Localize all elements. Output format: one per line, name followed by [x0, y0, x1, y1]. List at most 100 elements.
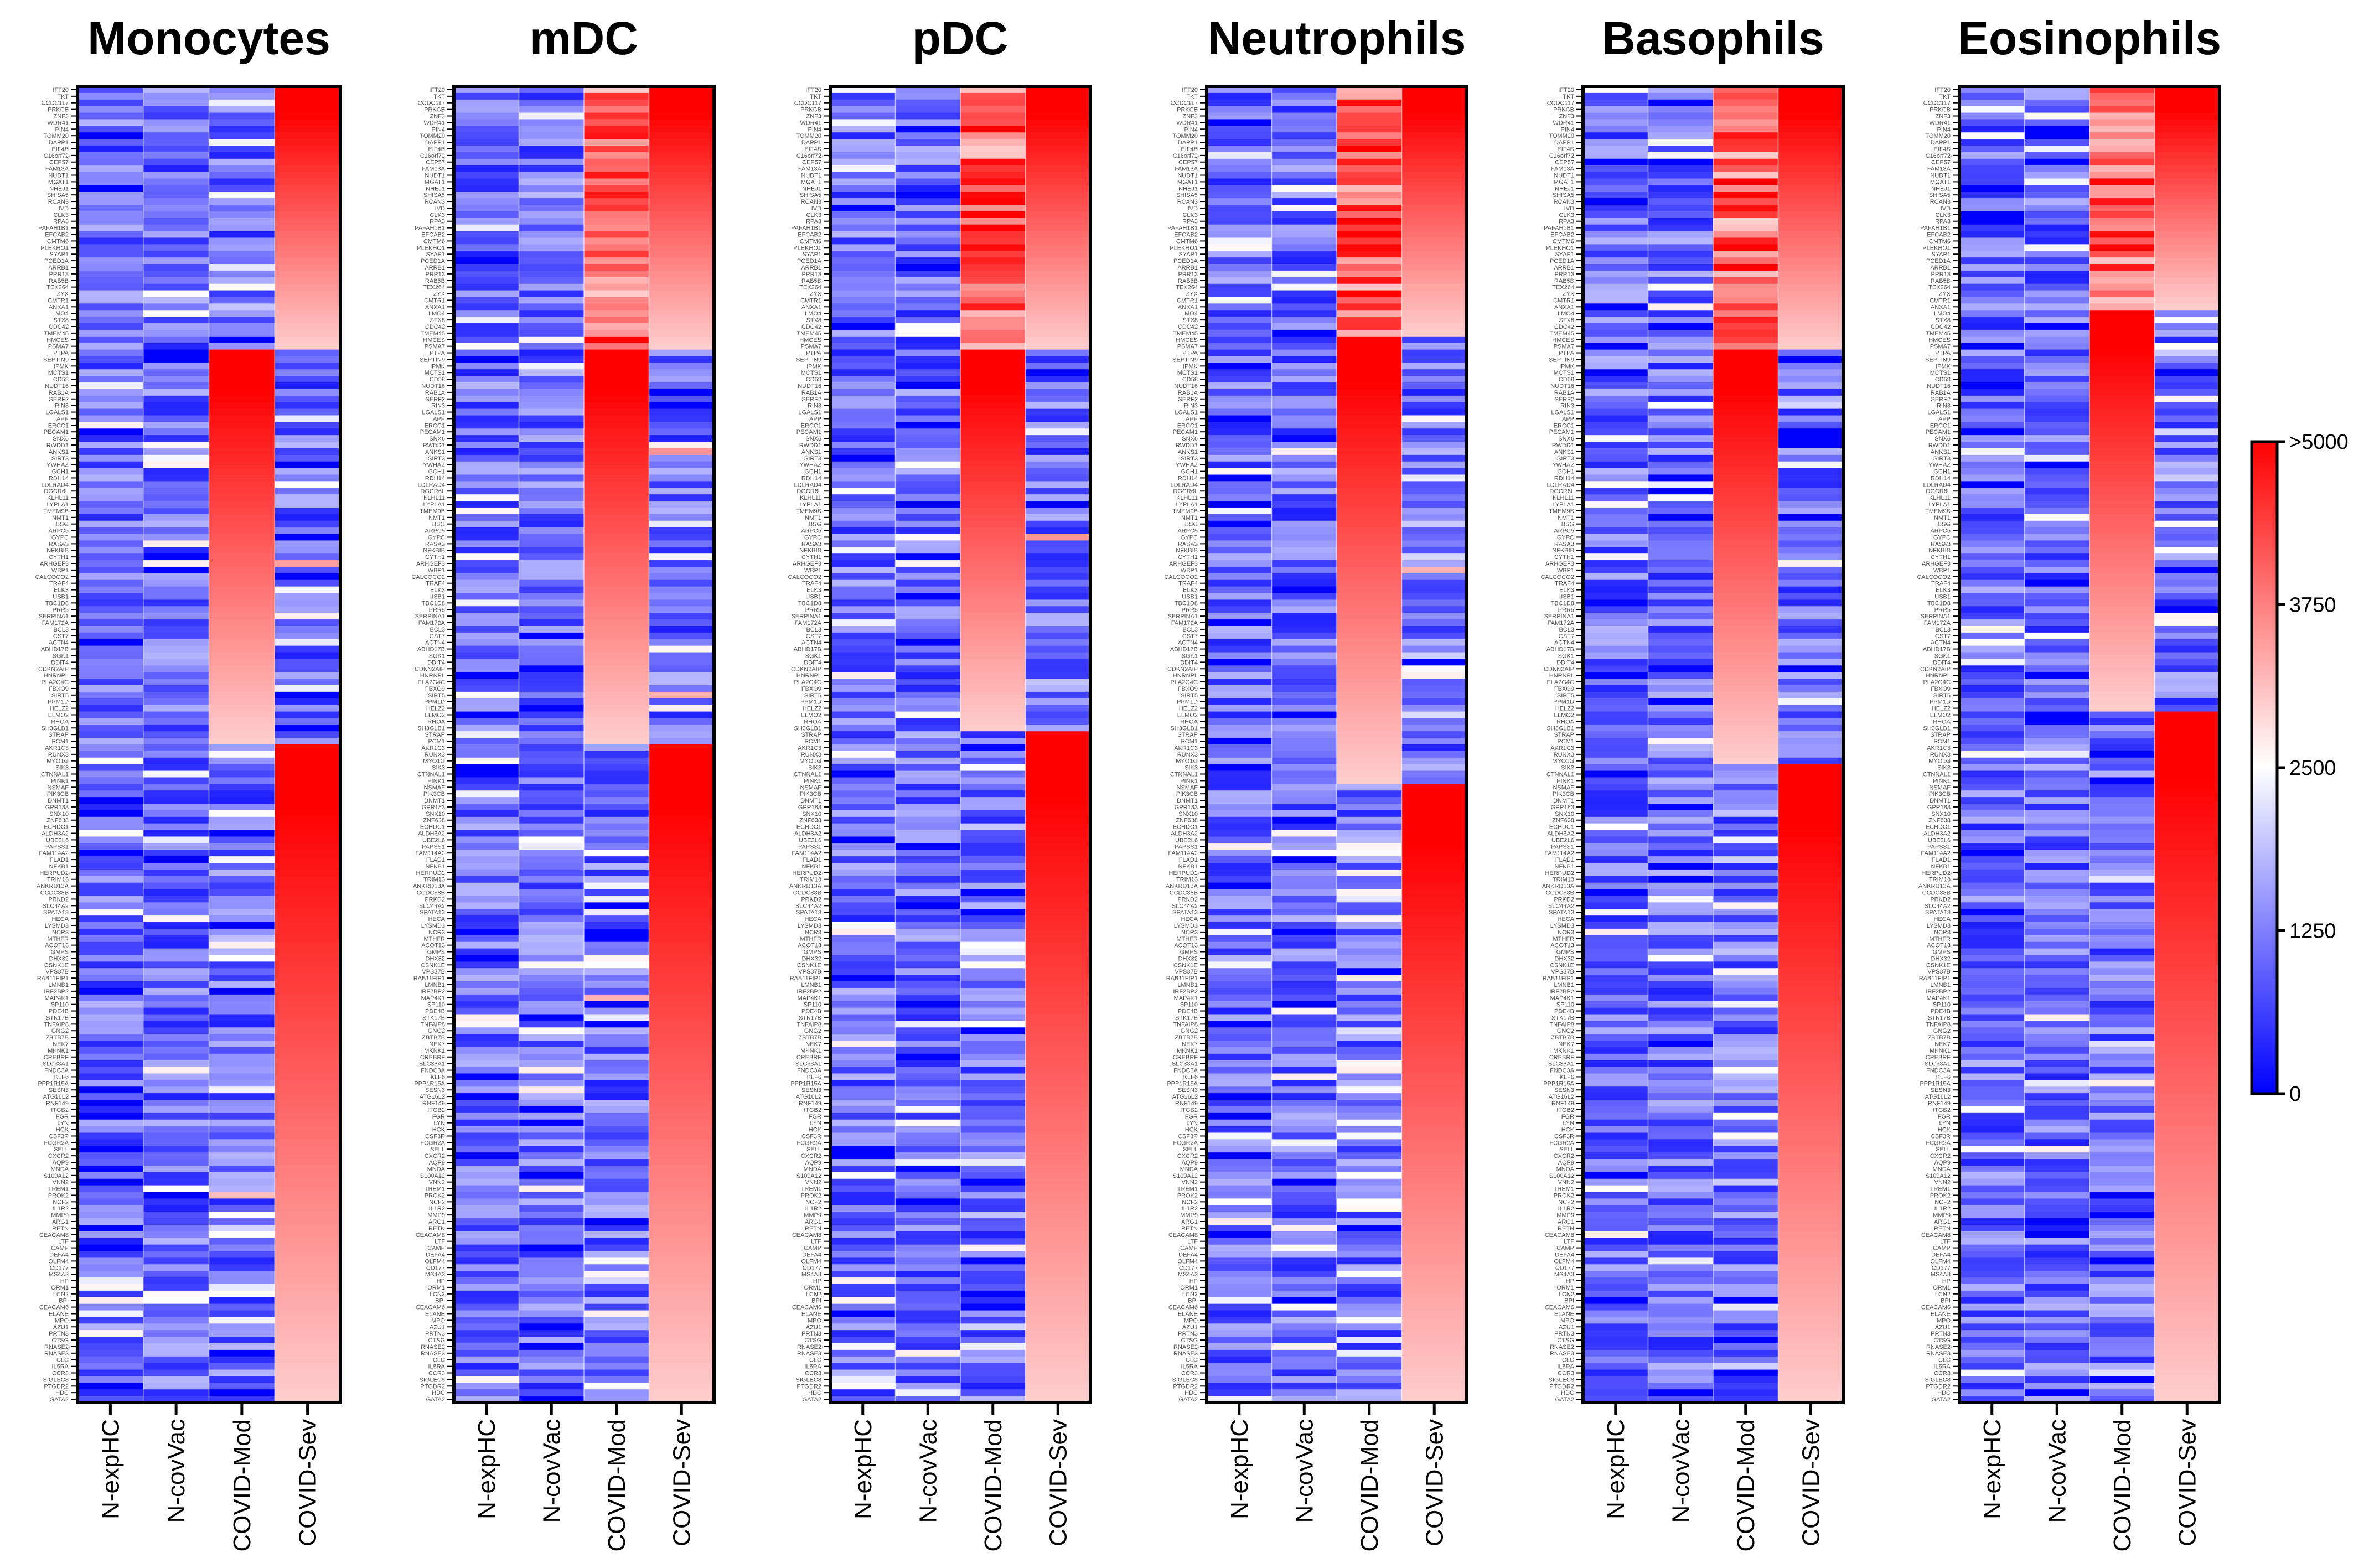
heatmap-cell: [1271, 481, 1337, 488]
heatmap-cell: [649, 941, 715, 949]
gene-label: CDKN2AIP: [791, 666, 821, 672]
heatmap-cell: [143, 1271, 210, 1278]
heatmap-cell: [143, 468, 210, 475]
heatmap-cell: [1271, 198, 1337, 205]
heatmap-cell: [960, 442, 1026, 449]
gene-label: HECA: [1181, 916, 1198, 923]
heatmap-cell: [77, 112, 144, 120]
gene-label: RCAN3: [801, 199, 821, 205]
gene-label: ANKS1: [801, 449, 821, 456]
heatmap-cell: [1583, 86, 1649, 94]
heatmap-cell: [830, 224, 896, 232]
gene-label: USB1: [53, 593, 69, 600]
heatmap-cell: [1207, 770, 1273, 778]
heatmap-cell: [1337, 349, 1403, 357]
heatmap-cell: [275, 725, 341, 732]
heatmap-cell: [1025, 1146, 1091, 1153]
heatmap-cell: [143, 132, 210, 139]
heatmap-cell: [649, 1330, 715, 1337]
heatmap-cell: [1337, 1297, 1403, 1305]
heatmap-cell: [1207, 1198, 1273, 1205]
heatmap-cell: [1778, 283, 1844, 291]
heatmap-cell: [454, 527, 520, 535]
heatmap-cell: [454, 915, 520, 923]
heatmap-cell: [77, 659, 144, 666]
gene-label: ERCC1: [48, 422, 69, 429]
heatmap-cell: [649, 303, 715, 311]
heatmap-cell: [519, 1053, 585, 1061]
column-labels: N-expHC N-covVac COVID-Mod COVID-Sev: [473, 1403, 695, 1552]
heatmap-cell: [209, 1297, 275, 1305]
heatmap-cell: [895, 1310, 961, 1318]
heatmap-cell: [960, 1001, 1026, 1008]
heatmap-cell: [143, 1277, 210, 1285]
gene-label: RAB5B: [1178, 278, 1198, 284]
column-label: COVID-Mod: [603, 1419, 630, 1552]
heatmap-cell: [519, 613, 585, 620]
heatmap-cell: [1337, 1317, 1403, 1324]
heatmap-cell: [649, 264, 715, 271]
heatmap-cell: [649, 961, 715, 969]
heatmap-cell: [1401, 672, 1467, 679]
heatmap-cell: [209, 356, 275, 363]
heatmap-cell: [1207, 823, 1273, 831]
heatmap-cell: [209, 731, 275, 738]
heatmap-cell: [1401, 1212, 1467, 1219]
heatmap-cell: [830, 948, 896, 956]
heatmap-cell: [77, 599, 144, 607]
heatmap-cell: [1271, 1041, 1337, 1048]
heatmap-cell: [209, 915, 275, 923]
heatmap-cell: [209, 211, 275, 219]
heatmap-cell: [77, 1356, 144, 1364]
gene-label: NFKB1: [1178, 863, 1198, 870]
heatmap-cell: [960, 1159, 1026, 1166]
heatmap-cell: [584, 349, 650, 357]
gene-label: CTNNAL1: [417, 772, 445, 778]
heatmap-cell: [649, 744, 715, 752]
heatmap-cell: [649, 1238, 715, 1245]
heatmap-cell: [1207, 1349, 1273, 1357]
heatmap-cell: [1207, 1060, 1273, 1068]
heatmap-cell: [1401, 132, 1467, 139]
heatmap-cell: [77, 211, 144, 219]
gene-label: PIK3CB: [1176, 791, 1198, 798]
heatmap-cell: [519, 1014, 585, 1021]
panel-basophils: BasophilsIFT20TKTCCDC117PRKCBZNF3WDR41PI…: [1540, 12, 1845, 1552]
heatmap-cell: [1401, 442, 1467, 449]
heatmap-cell: [584, 363, 650, 370]
heatmap-cell: [143, 579, 210, 587]
heatmap-cell: [519, 329, 585, 337]
heatmap-cell: [77, 1119, 144, 1127]
heatmap-cell: [454, 1086, 520, 1094]
gene-label: MPO: [808, 1317, 822, 1324]
heatmap-cell: [209, 139, 275, 146]
heatmap-cell: [1648, 237, 1714, 245]
heatmap-cell: [1271, 520, 1337, 528]
heatmap-cell: [519, 1165, 585, 1173]
heatmap-cell: [830, 935, 896, 943]
heatmap-cell: [1207, 99, 1273, 107]
heatmap-cell: [1271, 625, 1337, 633]
gene-label: HELZ2: [803, 706, 821, 712]
gene-label: NUDT16: [45, 383, 69, 390]
column-labels: N-expHC N-covVac COVID-Mod COVID-Sev: [97, 1403, 322, 1552]
heatmap-cell: [895, 1014, 961, 1021]
heatmap-cell: [519, 882, 585, 890]
heatmap-cell: [519, 941, 585, 949]
gene-label: MGAT1: [801, 179, 821, 185]
heatmap-cell: [1337, 178, 1403, 185]
gene-label: FBXO9: [425, 686, 445, 692]
heatmap-cell: [1207, 1093, 1273, 1100]
heatmap-cell: [649, 810, 715, 817]
heatmap-cell: [830, 303, 896, 311]
gene-label: NFKBIB: [1176, 547, 1198, 554]
gene-label: ALDH3A2: [1171, 831, 1198, 837]
gene-label: LYSMD3: [421, 923, 445, 929]
heatmap-cell: [895, 192, 961, 199]
heatmap-cell: [1271, 1034, 1337, 1041]
heatmap-cell: [209, 1112, 275, 1120]
heatmap-cell: [584, 1224, 650, 1232]
heatmap-cell: [1337, 1205, 1403, 1212]
gene-label: SESN3: [801, 1087, 821, 1094]
heatmap-cell: [895, 119, 961, 126]
